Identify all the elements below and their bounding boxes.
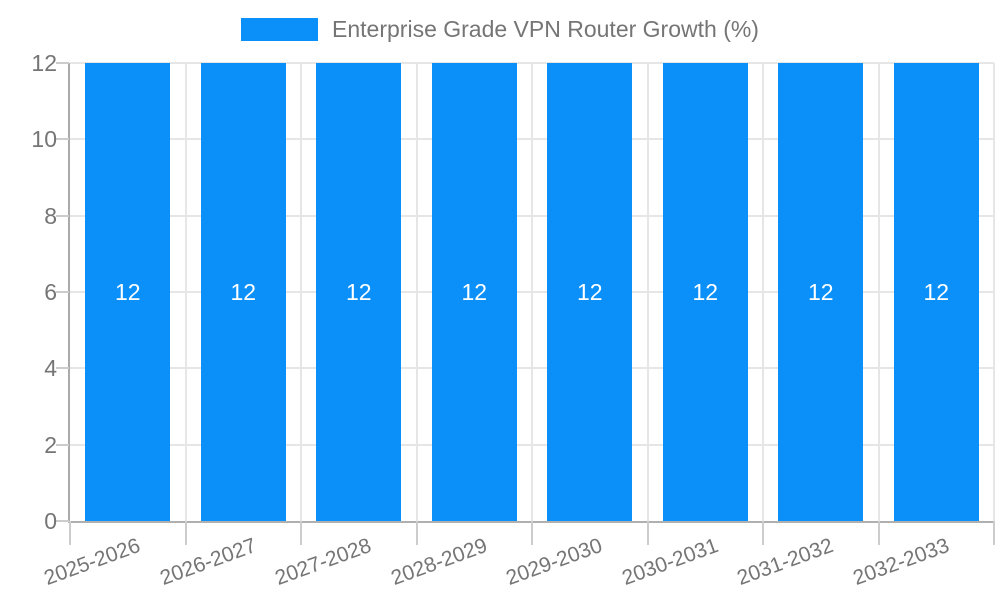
bar[interactable]: 12 bbox=[662, 63, 748, 521]
y-tick-label: 0 bbox=[44, 508, 57, 534]
x-tick-label: 2031-2032 bbox=[734, 534, 837, 590]
bar[interactable]: 12 bbox=[316, 63, 402, 521]
bar[interactable]: 12 bbox=[547, 63, 633, 521]
bar-value-label: 12 bbox=[461, 278, 488, 305]
bar-value-label: 12 bbox=[114, 278, 141, 305]
gridline-vertical bbox=[300, 63, 302, 521]
x-tick-label: 2028-2029 bbox=[387, 534, 491, 590]
bar[interactable]: 12 bbox=[85, 63, 171, 521]
bar[interactable]: 12 bbox=[200, 63, 286, 521]
x-axis-tick bbox=[993, 521, 995, 545]
x-tick-label: 2027-2028 bbox=[272, 534, 375, 590]
bar[interactable]: 12 bbox=[431, 63, 517, 521]
gridline-vertical bbox=[877, 63, 880, 521]
bar-value-label: 12 bbox=[230, 278, 257, 305]
plot-area: 12 12 12 12 12 12 12 12 bbox=[68, 62, 995, 523]
y-axis-tick bbox=[56, 520, 69, 522]
bar-value-label: 12 bbox=[807, 278, 834, 305]
y-tick-label: 2 bbox=[44, 431, 57, 458]
x-tick-label: 2025-2026 bbox=[41, 534, 144, 590]
y-tick-label: 8 bbox=[44, 202, 57, 229]
legend-swatch bbox=[241, 18, 319, 41]
gridline-vertical bbox=[762, 63, 764, 521]
y-axis-tick bbox=[56, 62, 69, 64]
gridline-vertical bbox=[531, 63, 533, 521]
x-axis-tick bbox=[300, 521, 302, 545]
x-tick-label: 2029-2030 bbox=[503, 534, 606, 590]
y-axis-tick bbox=[56, 138, 69, 141]
x-axis-tick bbox=[531, 521, 533, 545]
bar[interactable]: 12 bbox=[778, 63, 864, 521]
x-axis-tick bbox=[415, 521, 418, 545]
y-axis-tick bbox=[56, 214, 69, 217]
x-tick-label: 2032-2033 bbox=[849, 534, 953, 590]
x-axis-tick bbox=[69, 521, 71, 545]
bar[interactable]: 12 bbox=[893, 63, 979, 521]
x-axis-tick bbox=[646, 521, 649, 545]
x-tick-label: 2026-2027 bbox=[156, 534, 260, 590]
y-tick-label: 4 bbox=[44, 355, 57, 382]
gridline-vertical bbox=[415, 63, 418, 521]
gridline-vertical bbox=[184, 63, 187, 521]
x-axis-tick bbox=[762, 521, 764, 545]
y-axis-tick bbox=[56, 291, 69, 293]
y-tick-label: 12 bbox=[31, 50, 57, 76]
y-tick-label: 6 bbox=[44, 279, 57, 305]
y-axis-tick bbox=[56, 367, 69, 370]
gridline-vertical bbox=[646, 63, 649, 521]
bar-value-label: 12 bbox=[692, 278, 719, 305]
x-axis-tick bbox=[184, 521, 187, 545]
x-axis-tick bbox=[877, 521, 880, 545]
x-tick-label: 2030-2031 bbox=[618, 534, 722, 590]
y-axis-line bbox=[68, 63, 70, 521]
chart-legend[interactable]: Enterprise Grade VPN Router Growth (%) bbox=[0, 16, 1000, 43]
bar-value-label: 12 bbox=[923, 278, 950, 305]
legend-label: Enterprise Grade VPN Router Growth (%) bbox=[332, 16, 759, 42]
bar-value-label: 12 bbox=[345, 278, 372, 305]
bar-value-label: 12 bbox=[576, 278, 603, 305]
y-axis-tick bbox=[56, 443, 69, 446]
y-tick-label: 10 bbox=[31, 126, 57, 153]
gridline-vertical bbox=[993, 63, 995, 521]
